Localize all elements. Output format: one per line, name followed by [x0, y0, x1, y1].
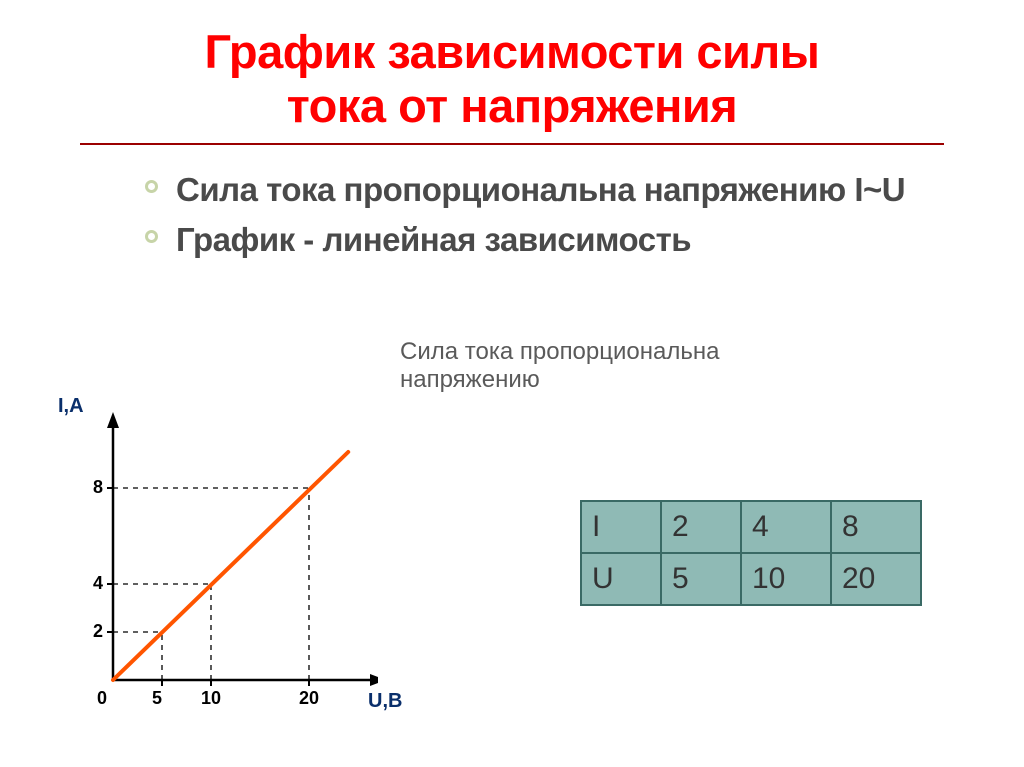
subtext-line-2: напряжению — [400, 366, 540, 393]
bullet-marker-icon — [145, 180, 158, 193]
y-tick-label: 4 — [93, 573, 103, 594]
table-row: U51020 — [581, 553, 921, 605]
line-chart: I,AU,B024851020 — [58, 405, 378, 735]
bullet-item: Сила тока пропорциональна напряжению I~U — [145, 170, 964, 210]
table-row: I248 — [581, 501, 921, 553]
origin-label: 0 — [97, 688, 107, 709]
y-axis-label: I,A — [58, 395, 84, 418]
bullet-marker-icon — [145, 230, 158, 243]
title-line-1: График зависимости силы — [205, 25, 820, 78]
x-axis-label: U,B — [368, 690, 402, 713]
title-underline — [80, 143, 944, 145]
bullet-list: Сила тока пропорциональна напряжению I~U… — [145, 170, 964, 259]
y-tick-label: 2 — [93, 621, 103, 642]
x-tick-label: 20 — [299, 688, 319, 709]
table-cell: 2 — [661, 501, 741, 553]
data-table: I248U51020 — [580, 500, 922, 606]
subtext: Сила тока пропорциональна напряжению — [400, 338, 719, 394]
subtext-line-1: Сила тока пропорциональна — [400, 338, 719, 365]
y-tick-label: 8 — [93, 477, 103, 498]
table-cell: 10 — [741, 553, 831, 605]
bullet-text: Сила тока пропорциональна напряжению I~U — [176, 170, 905, 210]
x-tick-label: 10 — [201, 688, 221, 709]
table-cell: 4 — [741, 501, 831, 553]
bullet-item: График - линейная зависимость — [145, 220, 964, 260]
title-line-2: тока от напряжения — [287, 79, 737, 132]
x-tick-label: 5 — [152, 688, 162, 709]
table-cell: 5 — [661, 553, 741, 605]
page-title: График зависимости силы тока от напряжен… — [0, 0, 1024, 133]
table-cell: U — [581, 553, 661, 605]
table-cell: I — [581, 501, 661, 553]
table-cell: 8 — [831, 501, 921, 553]
bullet-text: График - линейная зависимость — [176, 220, 691, 260]
table-cell: 20 — [831, 553, 921, 605]
